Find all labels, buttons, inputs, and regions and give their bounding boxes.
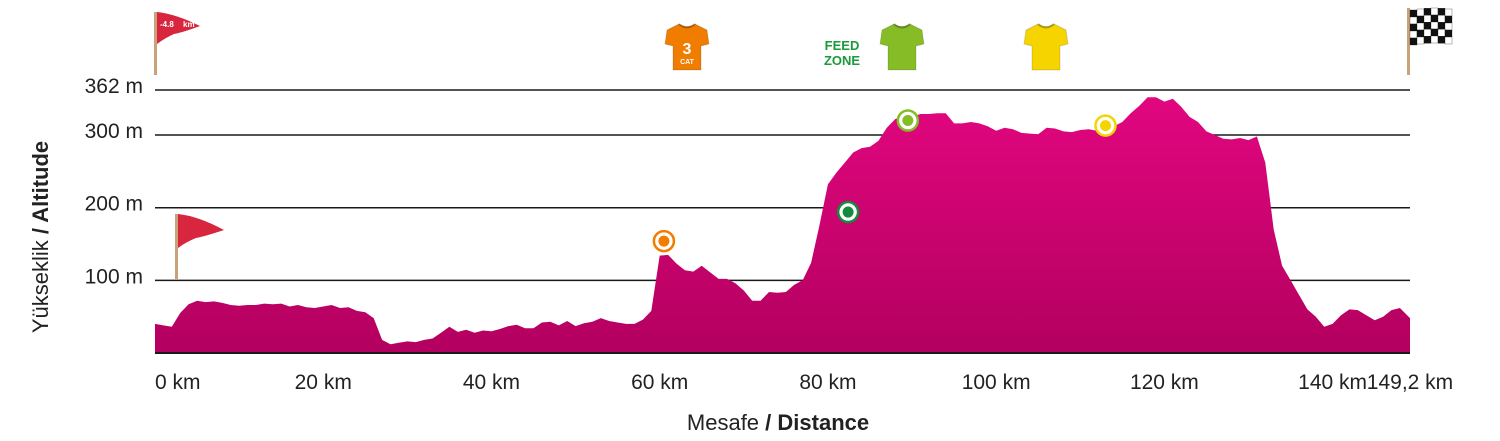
- flag-square: [1416, 15, 1425, 24]
- flag-square: [1409, 37, 1418, 46]
- flag-square: [1444, 8, 1453, 17]
- jersey-collar: [678, 23, 696, 29]
- flag-square: [1416, 8, 1425, 17]
- jersey-body: [1023, 23, 1069, 71]
- flag-square: [1409, 9, 1418, 18]
- neutral-distance-label: -4.8: [160, 20, 174, 29]
- checkered-flag-icon: [1407, 7, 1453, 75]
- y-axis-title: Yükseklik / Altitude: [28, 141, 53, 333]
- green-jersey-icon: [879, 23, 925, 71]
- x-axis-title-bold: Distance: [777, 410, 869, 435]
- x-tick-labels: 0 km 20 km 40 km 60 km 80 km 100 km 120 km 140 …: [155, 371, 1453, 394]
- flag-square: [1409, 16, 1418, 25]
- x-axis-title-main: Mesafe: [687, 410, 759, 435]
- flag-square: [1430, 14, 1439, 23]
- x-tick-label: 80 km: [799, 371, 856, 394]
- flag-square: [1430, 28, 1439, 37]
- neutral-distance-unit: km: [183, 20, 195, 29]
- flag-square: [1437, 36, 1446, 44]
- flag-square: [1444, 22, 1453, 31]
- feed-zone-label-1: FEED: [825, 38, 860, 53]
- y-axis-title-bold: Altitude: [28, 141, 53, 223]
- flag-square: [1437, 15, 1446, 23]
- sprint-marker-dot: [842, 206, 854, 218]
- y-tick-label: 300 m: [85, 120, 143, 143]
- flag-square: [1409, 30, 1418, 39]
- flag-cloth: [178, 214, 224, 248]
- flag-square: [1437, 8, 1446, 16]
- flag-square: [1423, 15, 1432, 23]
- x-tick-label: 0 km: [155, 371, 201, 394]
- elevation-area: [155, 97, 1410, 353]
- x-axis-title-sep: /: [759, 410, 777, 435]
- x-tick-label: 140 km: [1298, 371, 1367, 394]
- flag-square: [1437, 22, 1446, 30]
- flag-square: [1409, 23, 1418, 32]
- y-tick-label: 200 m: [85, 193, 143, 216]
- red-flag-icon: [175, 214, 224, 280]
- jersey-collar: [893, 23, 911, 29]
- feed-marker-dot: [902, 115, 914, 127]
- flag-square: [1444, 36, 1453, 45]
- x-tick-label: 149,2 km: [1367, 371, 1453, 394]
- flag-square: [1416, 36, 1425, 45]
- x-tick-label: 40 km: [463, 371, 520, 394]
- flag-pole: [1407, 8, 1410, 75]
- y-tick-label: 100 m: [85, 265, 143, 288]
- jersey-body: [664, 23, 710, 71]
- y-axis-title-main: Yükseklik: [28, 239, 53, 333]
- flag-square: [1437, 29, 1446, 37]
- flag-cloth: [157, 12, 200, 44]
- jersey-body: [879, 23, 925, 71]
- mountain-marker-dot: [658, 235, 670, 247]
- flag-square: [1430, 7, 1439, 16]
- x-axis-title: Mesafe / Distance: [687, 410, 869, 435]
- flag-square: [1430, 35, 1439, 44]
- flag-pole: [175, 214, 178, 280]
- x-tick-label: 20 km: [295, 371, 352, 394]
- flags: -4.8 km: [154, 7, 1453, 280]
- flag-square: [1444, 29, 1453, 38]
- yellow-jersey-icon: [1023, 23, 1069, 71]
- y-tick-label: 362 m: [85, 75, 143, 98]
- flag-square: [1444, 15, 1453, 24]
- flag-square: [1416, 29, 1425, 38]
- feed-zone-label-2: ZONE: [824, 53, 860, 68]
- flag-square: [1423, 29, 1432, 37]
- flag-pole: [154, 12, 157, 75]
- category-number: 3: [683, 41, 692, 58]
- x-tick-label: 100 km: [962, 371, 1031, 394]
- flag-square: [1416, 22, 1425, 31]
- flag-square: [1423, 36, 1432, 44]
- flag-square: [1423, 8, 1432, 16]
- flag-square: [1430, 21, 1439, 30]
- x-tick-label: 120 km: [1130, 371, 1199, 394]
- bonus-marker-dot: [1100, 120, 1112, 132]
- x-tick-label: 60 km: [631, 371, 688, 394]
- red-flag-icon: -4.8 km: [154, 12, 200, 75]
- y-tick-labels: 100 m 200 m 300 m 362 m: [85, 75, 143, 288]
- route-markers: [652, 109, 1117, 253]
- category-text: CAT: [680, 59, 695, 66]
- jersey-collar: [1037, 23, 1055, 29]
- flag-square: [1423, 22, 1432, 30]
- y-axis-title-sep: /: [28, 223, 53, 241]
